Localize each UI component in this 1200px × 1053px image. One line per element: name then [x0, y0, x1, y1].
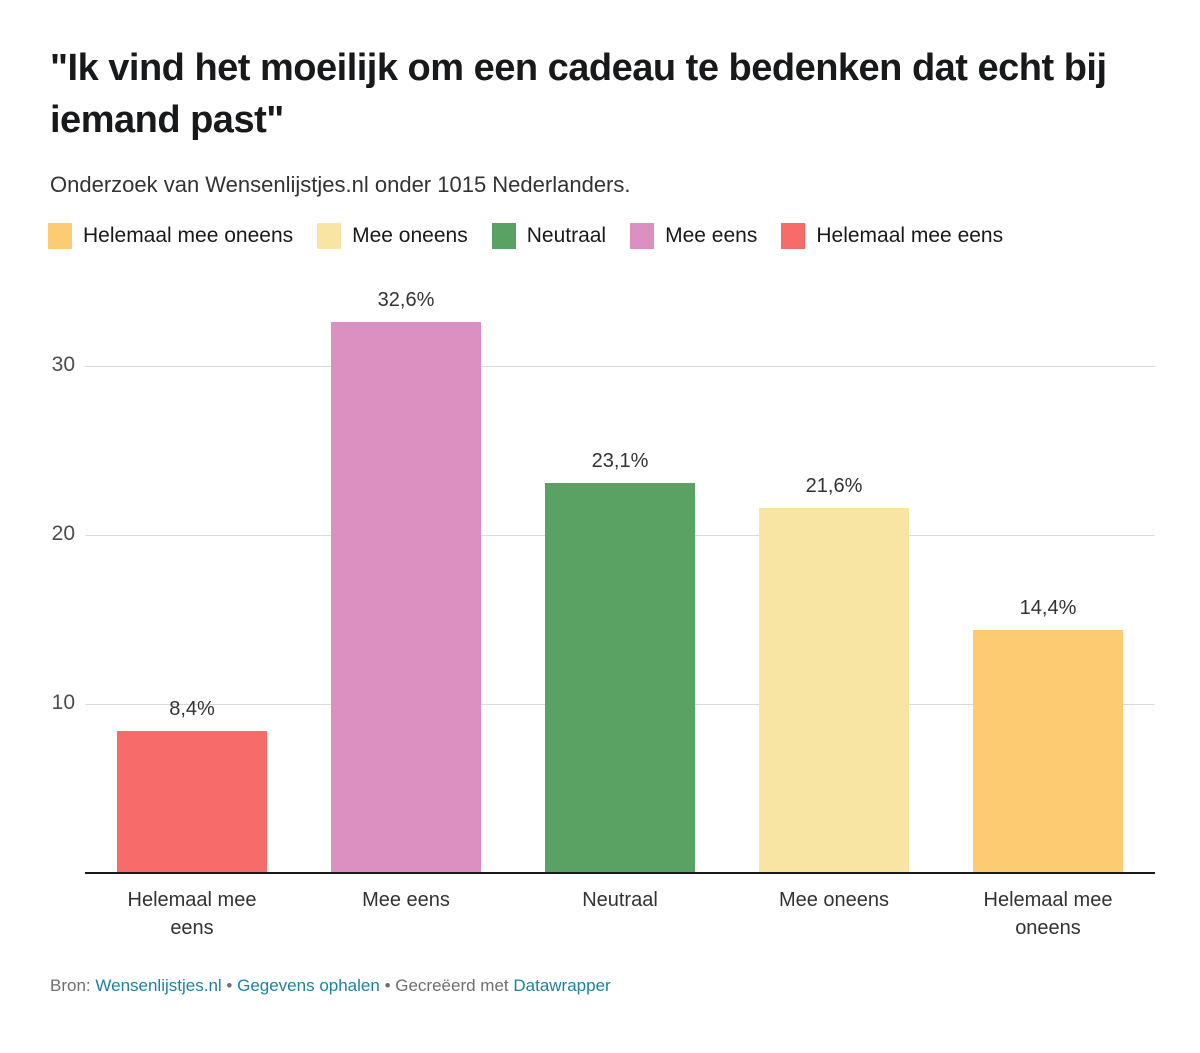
footer-source-link[interactable]: Wensenlijstjes.nl — [95, 976, 222, 995]
legend-swatch-icon — [491, 223, 516, 249]
gridline-30 — [85, 366, 1155, 367]
bar-value-label: 8,4% — [169, 698, 215, 721]
footer-data-link[interactable]: Gegevens ophalen — [237, 976, 380, 995]
bar-helemaal-mee-eens — [117, 731, 267, 873]
legend-label: Mee oneens — [352, 224, 468, 247]
y-tick-label: 10 — [51, 691, 75, 714]
legend-label: Mee eens — [665, 224, 758, 247]
chart-title: "Ik vind het moeilijk om een cadeau te b… — [50, 47, 1107, 142]
x-category-label: Mee oneens — [778, 889, 890, 911]
legend-swatch-icon — [48, 223, 72, 249]
bar-mee-oneens — [759, 507, 909, 873]
x-axis-baseline — [85, 872, 1155, 874]
legend-item: Mee oneens — [317, 223, 468, 249]
x-category-label: Helemaal mee oneens — [983, 889, 1113, 939]
chart-subtitle: Onderzoek van Wensenlijstjes.nl onder 10… — [50, 172, 631, 197]
footer-separator-1: • — [226, 976, 233, 995]
legend-item: Mee eens — [630, 223, 757, 249]
x-category-label: Mee eens — [362, 889, 450, 911]
bar-chart: 10 20 30 8,4% Helemaal mee eens 32,6% Mee eens… — [0, 270, 1200, 950]
legend-swatch-icon — [630, 223, 655, 249]
footer: Bron: Wensenlijstjes.nl • Gegevens ophal… — [50, 976, 611, 996]
bar-value-label: 32,6% — [377, 289, 435, 312]
legend-label: Helemaal mee eens — [816, 224, 1004, 247]
legend-item: Helemaal mee eens — [781, 223, 1003, 249]
footer-source-label: Bron: — [50, 976, 91, 995]
x-category-label: Neutraal — [582, 889, 658, 911]
footer-separator-2: • — [384, 976, 391, 995]
legend-swatch-icon — [317, 223, 342, 249]
footer-created-label: Gecreëerd met — [395, 976, 509, 995]
legend-label: Helemaal mee oneens — [83, 224, 294, 247]
bar-value-label: 23,1% — [591, 449, 649, 472]
legend-label: Neutraal — [526, 224, 607, 247]
footer-tool-link[interactable]: Datawrapper — [513, 976, 611, 995]
legend: Helemaal mee oneens Mee oneens Neutraal Mee… — [48, 223, 1003, 249]
y-tick-label: 30 — [51, 353, 75, 376]
x-category-label: Helemaal mee eens — [127, 889, 257, 939]
legend-swatch-icon — [781, 223, 806, 249]
bar-helemaal-mee-oneens — [973, 629, 1123, 873]
bar-mee-eens — [331, 322, 481, 873]
legend-item: Helemaal mee oneens — [48, 223, 293, 249]
y-tick-label: 20 — [51, 522, 75, 545]
legend-item: Neutraal — [491, 223, 607, 249]
bar-neutraal — [545, 482, 695, 873]
bar-value-label: 14,4% — [1019, 596, 1077, 619]
bar-value-label: 21,6% — [805, 474, 863, 497]
